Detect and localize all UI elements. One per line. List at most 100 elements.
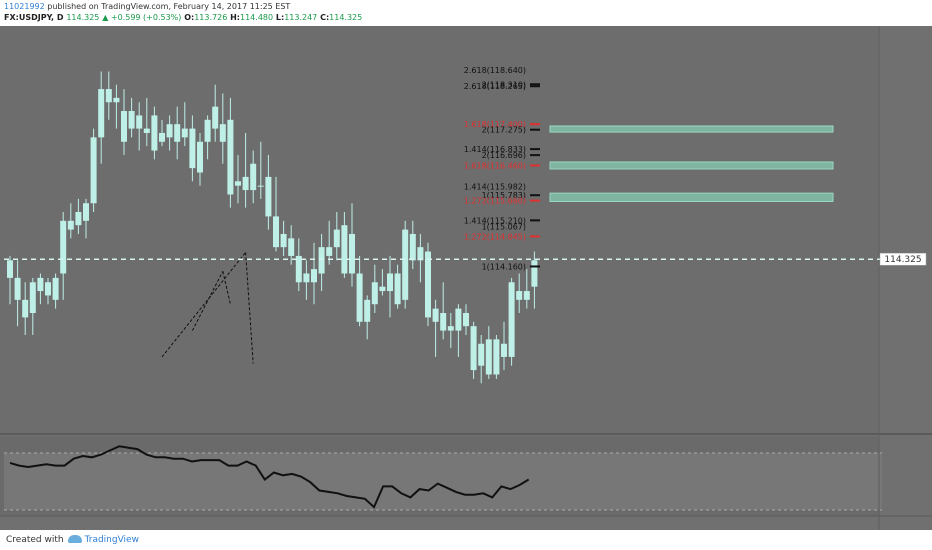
candle-16 — [128, 97, 135, 138]
tradingview-cloud-icon — [67, 535, 82, 543]
candle-42 — [326, 220, 333, 265]
candle-body — [326, 247, 333, 256]
candle-body — [166, 124, 173, 138]
main-pane[interactable] — [0, 26, 878, 434]
candle-body — [516, 291, 523, 300]
fib-label-7: 1.618(116.460) — [464, 161, 526, 170]
candle-body — [29, 282, 36, 314]
candle-body — [485, 339, 492, 375]
chart-canvas[interactable]: 2.618(118.640) 2(118.310)2.618(118.265) 1.… — [0, 26, 932, 530]
fib-marker-13 — [530, 235, 540, 238]
fib-marker-3 — [530, 123, 540, 126]
price-badge[interactable]: 114.325 — [879, 252, 927, 266]
candle-body — [250, 163, 257, 191]
candle-body — [523, 291, 530, 300]
candle-body — [478, 343, 485, 366]
fib-label-1: 2(118.310) — [482, 80, 526, 89]
fib-marker-5 — [530, 148, 540, 151]
candle-body — [227, 119, 234, 195]
fib-label-14: 1(114.160) — [482, 262, 526, 271]
candle-body — [14, 277, 21, 300]
candle-body — [295, 255, 302, 283]
open-label: O: — [184, 13, 195, 22]
close-label: C: — [320, 13, 330, 22]
candle-36 — [280, 220, 287, 256]
candle-2 — [22, 282, 29, 335]
candle-57 — [440, 282, 447, 340]
candle-body — [318, 247, 325, 274]
rsi-band — [4, 453, 882, 510]
candle-53 — [409, 220, 416, 270]
candle-33 — [257, 141, 264, 199]
candle-body — [273, 216, 279, 248]
fib-marker-2 — [530, 85, 540, 88]
candle-body — [257, 185, 264, 187]
candle-body — [113, 97, 120, 103]
pattern-line-3 — [222, 271, 231, 305]
candle-0 — [7, 255, 13, 305]
candle-38 — [295, 238, 302, 292]
candle-body — [333, 229, 340, 248]
candle-23 — [181, 102, 188, 147]
fib-label-2: 2.618(118.265) — [464, 82, 526, 91]
candle-43 — [333, 212, 340, 261]
candle-21 — [166, 115, 173, 151]
candle-17 — [136, 102, 143, 151]
created-with-label: Created with — [6, 535, 64, 545]
candle-18 — [143, 97, 150, 147]
candle-7 — [60, 212, 67, 300]
tradingview-link[interactable]: TradingView — [84, 535, 139, 545]
candle-body — [219, 124, 226, 142]
fib-label-9: 1(115.783) — [482, 191, 526, 200]
price-change: ▲ +0.599 (+0.53%) — [102, 13, 182, 22]
candle-62 — [478, 334, 485, 384]
fib-label-4: 2(117.275) — [482, 126, 526, 135]
fib-label-12: 1(115.067) — [482, 223, 526, 232]
candle-body — [493, 339, 500, 375]
ohlc-line: FX:USDJPY, D 114.325 ▲ +0.599 (+0.53%) O… — [4, 13, 362, 22]
candle-body — [364, 299, 371, 322]
candle-40 — [311, 242, 317, 305]
candle-54 — [417, 233, 424, 283]
candle-56 — [432, 299, 439, 357]
candle-body — [90, 137, 97, 204]
candle-44 — [341, 212, 348, 278]
candle-51 — [394, 264, 401, 309]
symbol-label: FX:USDJPY, D — [4, 13, 64, 22]
candle-10 — [83, 198, 89, 239]
price-badge-text: 114.325 — [884, 255, 921, 265]
candle-body — [121, 111, 127, 142]
candle-body — [432, 308, 439, 322]
candle-body — [417, 247, 424, 261]
candle-body — [159, 132, 165, 142]
fib-label-0: 2.618(118.640) — [464, 66, 526, 75]
candle-55 — [425, 242, 431, 327]
candle-29 — [227, 97, 234, 208]
candle-body — [425, 251, 431, 318]
publish-line: 11021992 published on TradingView.com, F… — [4, 2, 290, 11]
candle-body — [455, 308, 462, 331]
fib-marker-14 — [530, 265, 540, 268]
candle-3 — [29, 277, 36, 335]
pattern-line-0 — [161, 252, 246, 358]
candle-31 — [242, 132, 249, 208]
fib-label-3: 1.618(117.400) — [464, 120, 526, 129]
target-zone-2 — [549, 192, 834, 202]
fib-marker-10 — [530, 199, 540, 202]
candle-30 — [235, 154, 241, 204]
candle-64 — [493, 334, 500, 379]
candle-63 — [485, 326, 492, 379]
candle-body — [151, 115, 158, 151]
author-link[interactable]: 11021992 — [4, 2, 45, 11]
candle-body — [136, 115, 143, 129]
candle-14 — [113, 84, 120, 129]
candle-body — [52, 277, 59, 300]
chart-header: 11021992 published on TradingView.com, F… — [0, 0, 932, 26]
candle-69 — [531, 251, 538, 309]
candle-body — [409, 233, 416, 261]
pattern-line-2 — [191, 271, 224, 331]
candle-15 — [121, 89, 127, 155]
candle-22 — [174, 106, 181, 160]
low-label: L: — [275, 13, 285, 22]
fib-marker-1 — [530, 83, 540, 86]
